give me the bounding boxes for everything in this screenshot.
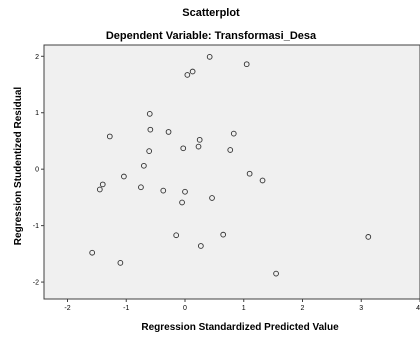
data-point <box>121 173 127 180</box>
data-point <box>206 54 213 60</box>
data-point <box>220 231 227 238</box>
x-tick-label: 2 <box>301 305 305 312</box>
y-tick-label: -2 <box>33 280 39 287</box>
x-axis-ticks: -2 -1 0 1 2 3 4 <box>64 299 420 312</box>
data-point <box>89 249 96 256</box>
data-point <box>160 187 167 194</box>
data-point <box>198 243 204 249</box>
data-point <box>179 199 185 206</box>
data-point <box>141 162 147 169</box>
x-tick-label: 1 <box>242 305 246 312</box>
data-point <box>209 195 215 201</box>
data-points <box>89 54 372 277</box>
data-point <box>227 147 234 153</box>
data-point <box>184 72 191 78</box>
data-point <box>117 260 124 266</box>
data-point <box>99 181 106 188</box>
chart-subtitle: Dependent Variable: Transformasi_Desa <box>106 30 317 42</box>
y-tick-label: 0 <box>35 167 39 174</box>
data-point <box>138 184 144 191</box>
data-point <box>147 126 154 133</box>
data-point <box>96 186 103 193</box>
data-point <box>365 234 372 240</box>
data-point <box>165 129 172 135</box>
data-point <box>173 232 180 239</box>
data-point <box>196 136 203 143</box>
data-point <box>243 61 250 68</box>
x-tick-label: -2 <box>64 305 70 312</box>
chart-title: Scatterplot <box>182 7 240 19</box>
x-tick-label: 0 <box>183 305 187 312</box>
data-point <box>246 170 253 177</box>
data-point <box>180 145 187 152</box>
data-point <box>273 270 279 277</box>
data-point <box>106 133 113 140</box>
y-tick-label: 1 <box>35 110 39 117</box>
data-point <box>189 68 196 75</box>
data-point <box>182 188 188 195</box>
y-tick-label: 2 <box>35 54 39 61</box>
x-tick-label: 4 <box>416 305 420 312</box>
x-tick-label: 3 <box>359 305 363 312</box>
data-point <box>146 148 153 154</box>
y-tick-label: -1 <box>33 223 39 230</box>
y-axis-ticks: -2 -1 0 1 2 <box>33 54 44 287</box>
x-tick-label: -1 <box>123 305 129 312</box>
data-point <box>195 143 202 150</box>
data-point <box>230 130 237 137</box>
data-point <box>259 177 266 184</box>
y-axis-label: Regression Studentized Residual <box>13 87 24 246</box>
plot-area <box>43 44 420 300</box>
x-axis-label: Regression Standardized Predicted Value <box>141 322 339 333</box>
data-point <box>146 111 153 117</box>
